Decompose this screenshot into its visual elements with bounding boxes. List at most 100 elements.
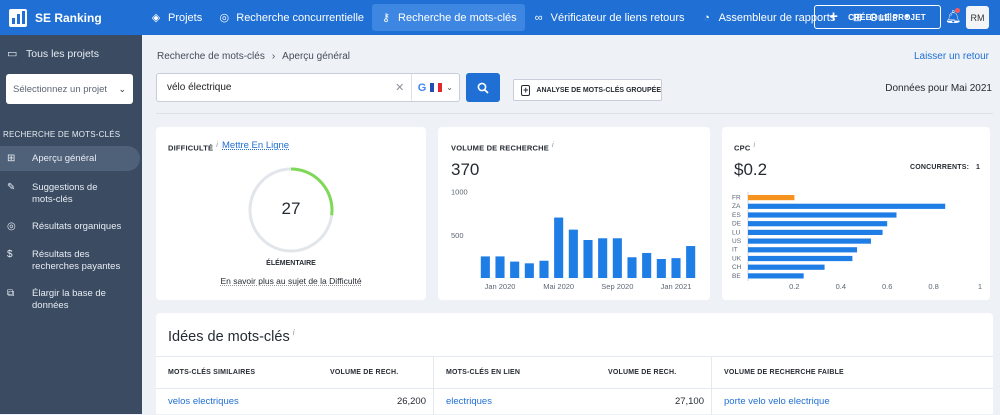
category-label: FR: [732, 195, 741, 202]
difficulty-card: DIFFICULTÉ i Mettre En Ligne 27 ÉLÉMENTAI…: [156, 127, 426, 300]
category-label: IT: [732, 247, 738, 254]
cpc-bar[interactable]: [748, 195, 795, 201]
cpc-bar[interactable]: [748, 212, 897, 218]
keyword-ideas-header: [156, 356, 993, 415]
nav-report-builder[interactable]: ◔ Assembleur de rapports: [693, 4, 844, 31]
volume-bar[interactable]: [612, 238, 622, 278]
cpc-bar[interactable]: [748, 255, 853, 262]
nav-competitive-research[interactable]: ◎ Recherche concurrentielle: [210, 4, 372, 31]
chevron-right-icon: ›: [271, 51, 276, 62]
update-link[interactable]: Mettre En Ligne: [222, 140, 290, 151]
bulk-analysis-button[interactable]: + ANALYSE DE MOTS-CLÉS GROUPÉE: [513, 79, 662, 101]
keyword-ideas-panel: Idées de mots-clés i MOTS-CLÉS SIMILAIRES…: [156, 313, 993, 415]
nav-label: Assembleur de rapports: [718, 11, 836, 24]
info-icon[interactable]: i: [292, 328, 295, 337]
volume-bar[interactable]: [539, 260, 549, 278]
cpc-bar[interactable]: [748, 203, 946, 209]
nav-projects[interactable]: ◈ Projets: [142, 4, 210, 31]
data-date: Données pour Mai 2021: [885, 83, 992, 94]
cpc-bar[interactable]: [748, 247, 858, 253]
category-label: BE: [732, 273, 741, 280]
close-icon[interactable]: ✕: [395, 82, 405, 94]
sidebar-item-label: Aperçu général: [32, 152, 97, 164]
competitors-label: CONCURRENTS:: [910, 164, 970, 171]
category-label: ZA: [732, 203, 741, 210]
volume-bar[interactable]: [480, 256, 490, 278]
notification-dot: [955, 8, 960, 13]
sidebar-item-paid[interactable]: $ Résultats des recherches payantes: [0, 249, 140, 273]
sidebar-item-suggestions[interactable]: ✎ Suggestions de mots-clés: [0, 182, 140, 206]
difficulty-value: 27: [281, 199, 301, 218]
volume-bar[interactable]: [627, 257, 637, 278]
breadcrumb-root[interactable]: Recherche de mots-clés: [157, 51, 265, 62]
volume-bar[interactable]: [598, 238, 608, 278]
nav-label: Projets: [168, 11, 203, 24]
divider: [156, 113, 993, 114]
volume-bar[interactable]: [642, 252, 652, 278]
volume-bar[interactable]: [686, 246, 696, 278]
breadcrumb: Recherche de mots-clés › Aperçu général: [157, 51, 350, 62]
create-project-label: CRÉER LE PROJET: [848, 12, 926, 22]
competitors-value: 1: [976, 164, 981, 171]
project-select[interactable]: Sélectionnez un projet ⌄: [6, 74, 133, 104]
volume-bar[interactable]: [510, 261, 520, 278]
similar-keywords-header: MOTS-CLÉS SIMILAIRES: [168, 369, 256, 376]
nav-keyword-research[interactable]: ⚷ Recherche de mots-clés: [372, 4, 525, 31]
breadcrumb-current: Aperçu général: [282, 51, 350, 62]
chevron-down-icon: ⌄: [446, 83, 453, 92]
all-projects-link[interactable]: ▭ Tous les projets: [0, 35, 142, 61]
volume-value: 370: [451, 160, 480, 179]
info-icon[interactable]: i: [216, 142, 218, 149]
volume-bar[interactable]: [671, 258, 681, 278]
volume-bar[interactable]: [495, 256, 505, 278]
sidebar-item-expand[interactable]: ⧉ Élargir la base de données: [0, 288, 140, 312]
similar-volume-header: VOLUME DE RECH.: [330, 369, 399, 376]
volume-title: VOLUME DE RECHERCHE i: [451, 142, 554, 153]
info-icon[interactable]: i: [753, 142, 756, 149]
similar-keyword-link[interactable]: velos electriques: [168, 396, 239, 407]
plus-icon: +: [829, 8, 839, 25]
category-label: UK: [732, 255, 742, 262]
x-tick-label: Jan 2020: [485, 282, 516, 291]
x-tick-label: 0.4: [836, 282, 846, 291]
avatar[interactable]: RM: [966, 6, 989, 29]
target-icon: ◎: [7, 221, 16, 232]
search-input[interactable]: vélo électrique: [167, 82, 232, 93]
cpc-bar[interactable]: [748, 273, 804, 279]
y-tick-label: 500: [451, 231, 464, 240]
create-project-button[interactable]: + CRÉER LE PROJET: [814, 5, 941, 29]
volume-bar[interactable]: [524, 263, 534, 278]
difficulty-gauge: [248, 167, 334, 253]
nav-tools[interactable]: ⊞ Outils ▼: [843, 4, 918, 31]
difficulty-learn-more-link[interactable]: En savoir plus au sujet de la Difficulté: [220, 276, 362, 286]
category-label: ES: [732, 212, 741, 219]
volume-bar[interactable]: [583, 240, 593, 278]
cpc-bar[interactable]: [748, 264, 825, 270]
info-icon[interactable]: i: [551, 142, 554, 149]
nav-backlink-checker[interactable]: ∞ Vérificateur de liens retours: [525, 4, 693, 31]
low-volume-keyword-link[interactable]: porte velo velo electrique: [724, 396, 830, 407]
external-icon: ⧉: [7, 288, 15, 299]
main-nav: ◈ Projets ◎ Recherche concurrentielle ⚷ …: [142, 0, 918, 35]
logo[interactable]: SE Ranking: [0, 0, 142, 35]
volume-bar[interactable]: [568, 229, 578, 278]
pencil-icon: ✎: [7, 182, 16, 193]
volume-bar[interactable]: [554, 217, 564, 278]
volume-bar[interactable]: [656, 259, 666, 278]
search-button[interactable]: [466, 73, 500, 102]
cpc-bar[interactable]: [748, 221, 888, 227]
keyword-ideas-title: Idées de mots-clés i: [168, 328, 295, 345]
feedback-link[interactable]: Laisser un retour: [913, 51, 989, 62]
x-tick-label: 0.6: [882, 282, 892, 291]
sidebar-item-organic[interactable]: ◎ Résultats organiques: [0, 221, 140, 233]
cpc-bar[interactable]: [748, 229, 883, 235]
x-tick-label: 0.8: [928, 282, 938, 291]
category-label: DE: [732, 221, 742, 228]
cpc-bar[interactable]: [748, 238, 871, 244]
related-keyword-link[interactable]: electriques: [446, 396, 492, 407]
sidebar-section-title: RECHERCHE DE MOTS-CLÉS: [3, 130, 121, 139]
similar-keyword-volume: 26,200: [396, 396, 426, 407]
search-engine-select[interactable]: G ⌄: [410, 74, 459, 101]
sidebar-item-overview[interactable]: ⊞ Aperçu général: [0, 146, 140, 171]
sidebar-item-label: Suggestions de mots-clés: [32, 182, 98, 205]
